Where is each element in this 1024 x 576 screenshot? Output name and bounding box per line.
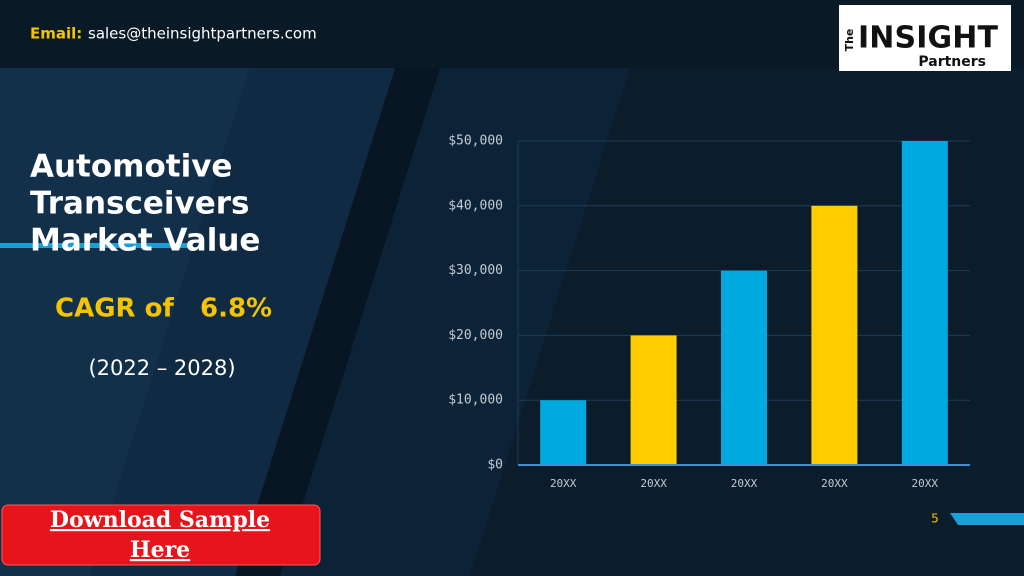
y-tick-label: $0 — [487, 458, 503, 473]
title-line: Transceivers — [30, 186, 249, 222]
accent-bar — [950, 513, 1024, 525]
bar — [540, 400, 587, 465]
accent-line — [0, 243, 190, 248]
download-button[interactable]: Download Sample Here — [1, 504, 321, 566]
y-tick-label: $50,000 — [448, 134, 503, 149]
button-text[interactable]: Here — [130, 537, 190, 563]
x-tick-label: 20XX — [550, 477, 577, 490]
title-line: Automotive — [30, 149, 232, 185]
bar — [811, 205, 858, 466]
y-tick-label: $40,000 — [448, 198, 503, 213]
y-tick-label: $20,000 — [448, 328, 503, 343]
logo-partners: Partners — [918, 54, 986, 70]
bar — [721, 270, 767, 465]
page-number: 5 — [931, 512, 939, 526]
logo — [839, 5, 1011, 71]
button-bg[interactable] — [1, 504, 321, 566]
x-tick-label: 20XX — [640, 477, 667, 490]
bar — [901, 141, 948, 465]
title-line: Market Value — [30, 223, 260, 259]
cagr-value: 6.8% — [200, 294, 272, 324]
panel — [280, 68, 630, 576]
email[interactable]: sales@theinsightpartners.com — [88, 25, 317, 43]
button-text[interactable]: Download Sample — [50, 507, 270, 533]
x-tick-label: 20XX — [731, 477, 758, 490]
x-tick-label: 20XX — [912, 477, 939, 490]
cagr-label: CAGR of — [55, 294, 174, 324]
email-label: Email: — [30, 25, 82, 43]
panel — [0, 68, 250, 576]
logo-insight: INSIGHT — [858, 21, 999, 56]
panel — [90, 68, 440, 576]
stripe — [235, 68, 440, 576]
y-tick-label: $10,000 — [448, 393, 503, 408]
bar — [630, 335, 677, 465]
period: (2022 – 2028) — [88, 356, 235, 380]
y-tick-label: $30,000 — [448, 263, 503, 278]
logo-the: The — [843, 29, 856, 52]
x-tick-label: 20XX — [821, 477, 848, 490]
